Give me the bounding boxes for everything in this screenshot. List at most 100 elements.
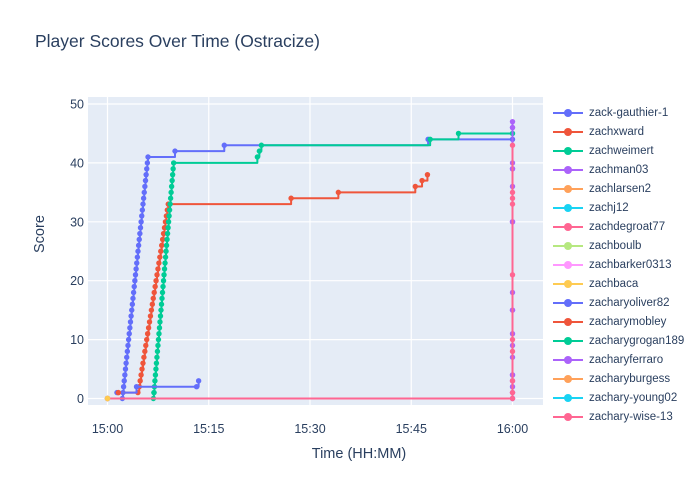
legend-label: zachxward <box>589 125 644 138</box>
legend-label: zachdegroat77 <box>589 220 666 233</box>
legend-item-zacharyoliver82[interactable]: zacharyoliver82 <box>553 293 700 312</box>
series-zacharygrogan189[interactable] <box>151 389 157 396</box>
legend-label: zachboulb <box>589 239 642 252</box>
legend-item-zachweimert[interactable]: zachweimert <box>553 141 700 160</box>
series-zachbaca[interactable] <box>104 395 111 402</box>
series-marker <box>509 124 516 131</box>
series-marker <box>152 372 159 378</box>
series-zacharymobley[interactable] <box>115 389 122 396</box>
legend-label: zachary-young02 <box>589 391 678 404</box>
legend-item-zachlarsen2[interactable]: zachlarsen2 <box>553 179 700 198</box>
legend-line-marker-icon <box>553 260 583 270</box>
series-marker <box>159 295 165 302</box>
series-marker <box>154 348 161 355</box>
legend-label: zacharyburgess <box>589 372 671 385</box>
series-marker <box>145 154 151 160</box>
series-marker <box>419 177 425 184</box>
series-marker <box>124 354 130 360</box>
legend-line-marker-icon <box>553 393 583 403</box>
series-marker <box>424 171 431 178</box>
legend-label: zacharygrogan189 <box>589 334 685 347</box>
legend-item-zacharyburgess[interactable]: zacharyburgess <box>553 369 700 388</box>
legend-line-marker-icon <box>553 127 583 137</box>
legend-label: zacharyoliver82 <box>589 296 670 309</box>
series-zachweimert[interactable] <box>150 130 516 402</box>
legend-item-zachbarker0313[interactable]: zachbarker0313 <box>553 255 700 274</box>
series-marker <box>165 224 171 231</box>
series-marker <box>288 195 294 201</box>
legend-item-zachboulb[interactable]: zachboulb <box>553 236 700 255</box>
series-marker <box>162 254 169 260</box>
series-marker <box>134 254 141 260</box>
series-marker <box>156 325 163 331</box>
series-marker <box>160 283 166 290</box>
legend-label: zachweimert <box>589 144 654 157</box>
series-marker <box>140 360 146 366</box>
series-marker <box>161 272 167 278</box>
series-marker <box>137 224 144 231</box>
legend-item-zacharygrogan189[interactable]: zacharygrogan189 <box>553 331 700 350</box>
series-marker <box>125 342 131 349</box>
legend-line-marker-icon <box>553 165 583 175</box>
y-tick-labels: 0 10 20 30 40 50 <box>70 98 84 407</box>
series-marker <box>155 336 162 343</box>
legend-item-zachdegroat77[interactable]: zachdegroat77 <box>553 217 700 236</box>
series-zack-gauthier-1[interactable] <box>119 136 516 402</box>
series-marker <box>126 331 132 337</box>
series-marker <box>153 360 160 366</box>
series-marker <box>159 289 166 296</box>
y-tick-label: 20 <box>70 274 84 288</box>
series-marker <box>509 336 516 343</box>
legend-item-zachary-young02[interactable]: zachary-young02 <box>553 388 700 407</box>
series-marker <box>129 301 136 307</box>
series-marker <box>139 366 145 372</box>
legend-line-marker-icon <box>553 317 583 327</box>
series-marker <box>509 395 516 402</box>
series-marker <box>160 230 167 237</box>
y-tick-label: 30 <box>70 215 84 229</box>
series-marker <box>144 160 151 166</box>
series-marker <box>146 319 153 325</box>
legend-item-zachbaca[interactable]: zachbaca <box>553 274 700 293</box>
y-tick-label: 10 <box>70 333 84 347</box>
series-marker <box>154 354 160 360</box>
series-marker <box>140 201 146 207</box>
series-marker <box>158 242 165 249</box>
series-marker <box>136 236 142 243</box>
legend-item-zachj12[interactable]: zachj12 <box>553 198 700 217</box>
series-zachary-wise-13[interactable] <box>104 142 516 402</box>
series-marker <box>141 354 147 360</box>
series-marker <box>127 319 134 325</box>
series-marker <box>153 278 159 284</box>
series-marker <box>139 207 146 213</box>
series-marker <box>145 325 152 331</box>
series-marker <box>154 272 160 278</box>
legend-line-marker-icon <box>553 108 583 118</box>
series-marker <box>135 242 142 249</box>
series-marker <box>509 142 516 148</box>
legend-label: zachlarsen2 <box>589 182 652 195</box>
series-marker <box>168 189 174 196</box>
series-marker <box>128 313 134 319</box>
series-marker <box>167 201 173 207</box>
legend-item-zachary-wise-13[interactable]: zachary-wise-13 <box>553 407 700 424</box>
legend-item-zachxward[interactable]: zachxward <box>553 122 700 141</box>
series-marker <box>138 372 144 378</box>
series-marker <box>162 260 168 266</box>
series-marker <box>169 177 175 184</box>
series-marker <box>509 378 516 384</box>
legend-line-marker-icon <box>553 374 583 384</box>
legend-item-zack-gauthier-1[interactable]: zack-gauthier-1 <box>553 103 700 122</box>
legend-item-zacharyferraro[interactable]: zacharyferraro <box>553 350 700 369</box>
series-marker <box>151 389 157 396</box>
series-marker <box>144 166 150 172</box>
legend-item-zachman03[interactable]: zachman03 <box>553 160 700 179</box>
legend-label: zachman03 <box>589 163 649 176</box>
legend-label: zachj12 <box>589 201 629 214</box>
legend-item-zacharymobley[interactable]: zacharymobley <box>553 312 700 331</box>
y-tick-label: 40 <box>70 156 84 170</box>
series-marker <box>142 183 148 190</box>
series-marker <box>131 283 137 290</box>
series-marker <box>152 378 158 384</box>
